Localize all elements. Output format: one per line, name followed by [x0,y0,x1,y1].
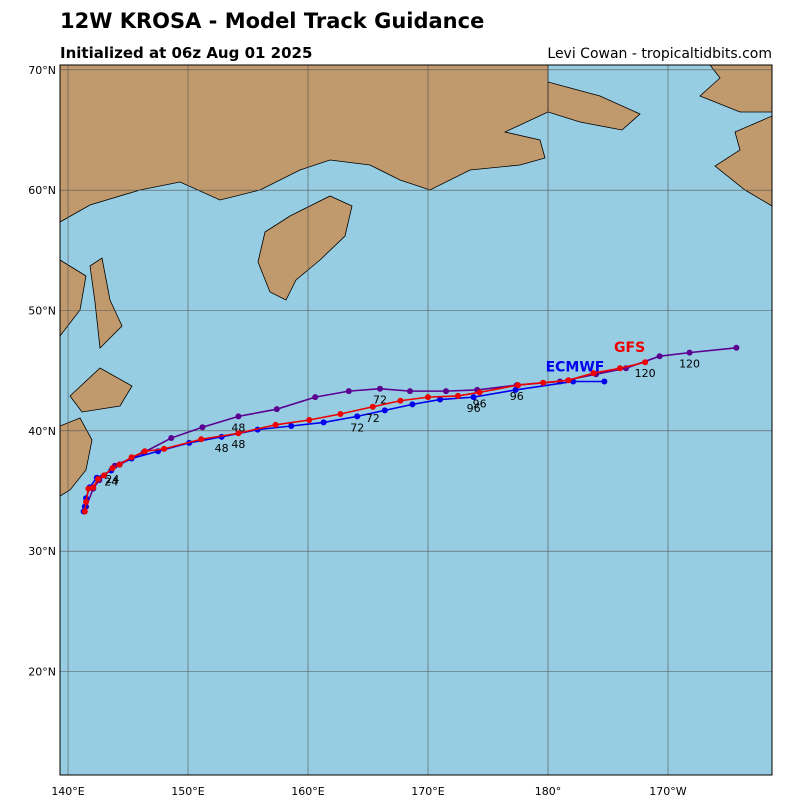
track-point [83,498,90,505]
track-point [141,448,148,455]
track-point [235,413,242,420]
track-point [235,430,242,437]
hour-label: 72 [350,421,364,434]
track-point [565,377,572,384]
hour-label: 48 [231,438,245,451]
track-point [272,421,279,428]
hour-label: 72 [373,394,387,407]
hour-label: 120 [679,358,700,371]
y-tick-label: 70°N [28,64,56,77]
land [60,65,772,497]
track-point [642,359,649,366]
track-point [686,349,693,356]
track-point [288,423,295,430]
track-point [306,417,313,423]
track-point [733,344,740,351]
track-point [128,454,135,461]
track-point [199,424,206,431]
track-point [442,388,449,395]
model-label: GFS [614,340,645,356]
track-point [109,465,116,472]
y-tick-label: 50°N [28,304,56,317]
track-point [85,485,92,492]
track-point [90,484,97,491]
model-label: ECMWF [546,359,605,375]
hour-label: 72 [366,412,380,425]
x-tick-label: 180° [535,785,562,798]
frame [59,64,773,776]
hour-label: 24 [105,473,119,486]
title: 12W KROSA - Model Track Guidance [60,9,484,33]
y-tick-label: 40°N [28,425,56,438]
track-point [320,419,327,426]
track-point [540,379,547,386]
subtitle: Initialized at 06z Aug 01 2025 [60,44,312,62]
track-point [377,385,384,392]
track-point [470,394,477,401]
track-point [454,392,461,399]
track-point [476,389,483,396]
track-point [512,386,519,393]
track-point [514,382,521,389]
x-tick-label: 140°E [51,785,84,798]
track-point [397,397,404,404]
track-point [101,472,108,479]
track-point [81,508,88,515]
track-point [369,403,376,410]
hour-label: 96 [510,390,524,403]
y-tick-label: 30°N [28,545,56,558]
track-point [345,388,352,395]
hour-label: 24 [104,476,118,489]
track-point [312,394,319,401]
track-point [590,370,597,377]
track-point [436,396,443,403]
x-tick-label: 160°E [291,785,324,798]
track-point [116,461,123,468]
credit: Levi Cowan - tropicaltidbits.com [547,46,772,62]
track-point [601,378,608,385]
track-point [409,401,416,408]
track-point [381,407,388,414]
hour-label: 120 [635,367,656,380]
track-point [656,353,663,360]
hour-label: 48 [231,421,245,434]
track-point [616,365,623,372]
hour-label: 96 [467,402,481,415]
hour-label: 48 [215,442,229,455]
hour-label: 96 [473,397,487,410]
track-point [424,394,431,401]
x-tick-label: 170°E [411,785,444,798]
track-point [407,388,414,395]
track-point [95,475,102,482]
y-tick-label: 20°N [28,666,56,679]
track-point [354,413,361,420]
track-point [168,435,175,442]
x-tick-label: 170°W [649,785,686,798]
track-point [198,436,205,443]
y-tick-label: 60°N [28,184,56,197]
track-point [273,406,280,413]
x-tick-label: 150°E [171,785,204,798]
track-point [337,410,344,417]
track-point [161,445,168,452]
